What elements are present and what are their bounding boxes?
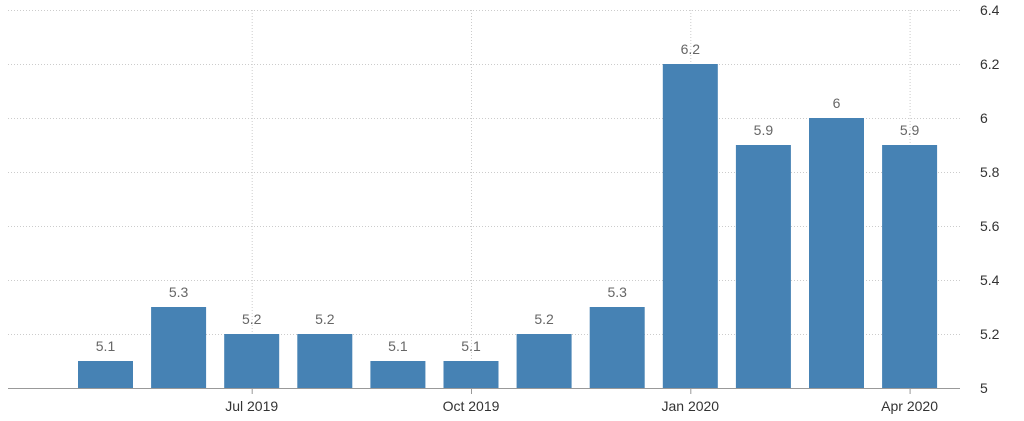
y-tick-label: 5.4 xyxy=(980,272,1000,288)
bar xyxy=(297,334,353,388)
bar xyxy=(589,307,645,388)
x-axis: Jul 2019 Oct 2019 Jan 2020 Apr 2020 xyxy=(8,388,960,414)
x-tick-label: Jul 2019 xyxy=(225,398,278,414)
x-tick-label: Jan 2020 xyxy=(661,398,719,414)
bar xyxy=(735,145,791,388)
y-tick-label: 5.6 xyxy=(980,218,1000,234)
bar xyxy=(516,334,572,388)
bar xyxy=(809,118,864,388)
y-tick-label: 6.4 xyxy=(980,2,1000,18)
y-axis: 5 5.2 5.4 5.6 5.8 6 6.2 6.4 xyxy=(980,2,1000,396)
bar xyxy=(78,361,133,388)
bar-value-label: 5.9 xyxy=(754,122,774,138)
bar-value-label: 5.2 xyxy=(315,311,335,327)
x-tick-label: Oct 2019 xyxy=(443,398,500,414)
y-tick-label: 6.2 xyxy=(980,56,1000,72)
x-tick-label: Apr 2020 xyxy=(881,398,938,414)
bar-value-label: 5.3 xyxy=(169,284,189,300)
bar-value-label: 5.2 xyxy=(242,311,262,327)
bar xyxy=(224,334,280,388)
data-labels: 5.1 5.3 5.2 5.2 5.1 5.1 5.2 5.3 6.2 5.9 6 5.9 xyxy=(96,41,920,354)
bar-value-label: 5.3 xyxy=(607,284,627,300)
bar-value-label: 6 xyxy=(833,95,841,111)
y-tick-label: 6 xyxy=(980,110,988,126)
bar-value-label: 5.1 xyxy=(96,338,116,354)
bar-value-label: 5.9 xyxy=(900,122,920,138)
bar-series xyxy=(78,64,938,388)
y-tick-label: 5 xyxy=(980,380,988,396)
bar-value-label: 5.2 xyxy=(534,311,554,327)
bar-value-label: 6.2 xyxy=(681,41,701,57)
bar xyxy=(370,361,426,388)
bar xyxy=(151,307,207,388)
bar xyxy=(662,64,718,388)
bar-value-label: 5.1 xyxy=(388,338,408,354)
y-tick-label: 5.2 xyxy=(980,326,1000,342)
bar xyxy=(882,145,938,388)
bar xyxy=(443,361,499,388)
bar-value-label: 5.1 xyxy=(461,338,481,354)
y-tick-label: 5.8 xyxy=(980,164,1000,180)
